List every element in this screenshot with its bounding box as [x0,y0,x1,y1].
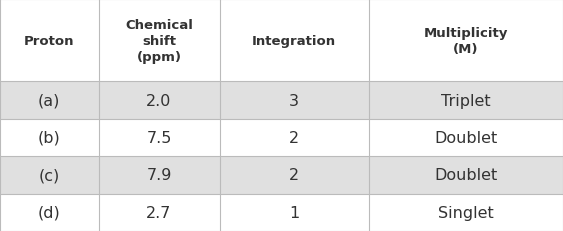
Text: 3: 3 [289,93,299,108]
Text: Chemical
shift
(ppm): Chemical shift (ppm) [125,19,193,63]
Text: 7.5: 7.5 [146,131,172,145]
Text: 2.0: 2.0 [146,93,172,108]
Text: 2.7: 2.7 [146,205,172,220]
Text: (b): (b) [38,131,61,145]
Text: 2: 2 [289,131,299,145]
Bar [0,119,563,157]
Text: (d): (d) [38,205,61,220]
Text: Integration: Integration [252,34,336,48]
Bar [0,0,563,82]
Text: 1: 1 [289,205,300,220]
Text: 2: 2 [289,168,299,182]
Text: Doublet: Doublet [434,131,498,145]
Text: Doublet: Doublet [434,168,498,182]
Text: (c): (c) [39,168,60,182]
Text: Singlet: Singlet [438,205,494,220]
Bar [0,194,563,231]
Text: Multiplicity
(M): Multiplicity (M) [424,27,508,55]
Text: Triplet: Triplet [441,93,491,108]
Text: Proton: Proton [24,34,74,48]
Bar [0,157,563,194]
Text: 7.9: 7.9 [146,168,172,182]
Text: (a): (a) [38,93,60,108]
Bar [0,82,563,119]
